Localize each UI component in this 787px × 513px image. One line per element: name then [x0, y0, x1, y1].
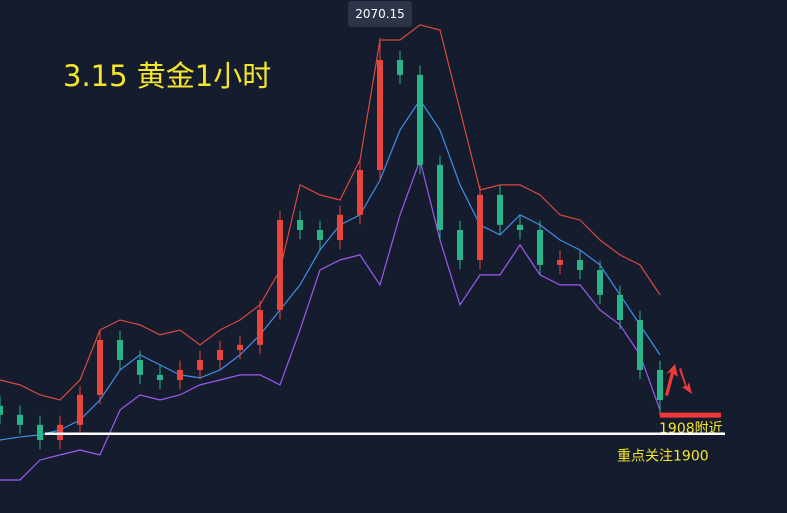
candle-body: [657, 369, 663, 400]
candle-body: [537, 229, 543, 265]
candle-body: [637, 319, 643, 370]
candle-body: [337, 214, 343, 240]
band-line: [0, 24, 661, 401]
candle-body: [77, 394, 83, 425]
candle-body: [257, 309, 263, 345]
candle-body: [277, 219, 283, 310]
band-line: [0, 98, 661, 441]
candle-body: [17, 414, 23, 425]
candle-body: [97, 339, 103, 395]
peak-label: 2070.15: [355, 7, 405, 21]
candle-body: [417, 74, 423, 165]
arrows: [665, 364, 692, 396]
peak-label-box: [348, 1, 412, 28]
reference-label: 重点关注1900: [617, 449, 709, 465]
candle-body: [177, 369, 183, 380]
candle-body: [457, 229, 463, 260]
chart-title: 3.15 黄金1小时: [63, 59, 271, 93]
candle-body: [497, 194, 503, 225]
candle-body: [517, 224, 523, 230]
candle-body: [597, 269, 603, 295]
candle-body: [197, 359, 203, 370]
candle-body: [357, 169, 363, 215]
candle-body: [577, 259, 583, 270]
candle-body: [57, 424, 63, 440]
candle-body: [437, 164, 443, 230]
candle-body: [377, 59, 383, 170]
candle-body: [37, 424, 43, 440]
candle-body: [237, 344, 243, 350]
candle-body: [157, 374, 163, 380]
candle-body: [397, 59, 403, 75]
candle-body: [297, 219, 303, 230]
candle-body: [137, 359, 143, 375]
candle-body: [557, 259, 563, 265]
candle-body: [477, 194, 483, 260]
arrow-up: [665, 364, 678, 396]
candle-body: [0, 405, 3, 415]
candle-body: [617, 294, 623, 320]
band-line: [0, 157, 661, 481]
candle-body: [317, 229, 323, 240]
arrow-down: [679, 368, 692, 394]
candle-body: [117, 339, 123, 360]
candle-body: [217, 349, 223, 360]
